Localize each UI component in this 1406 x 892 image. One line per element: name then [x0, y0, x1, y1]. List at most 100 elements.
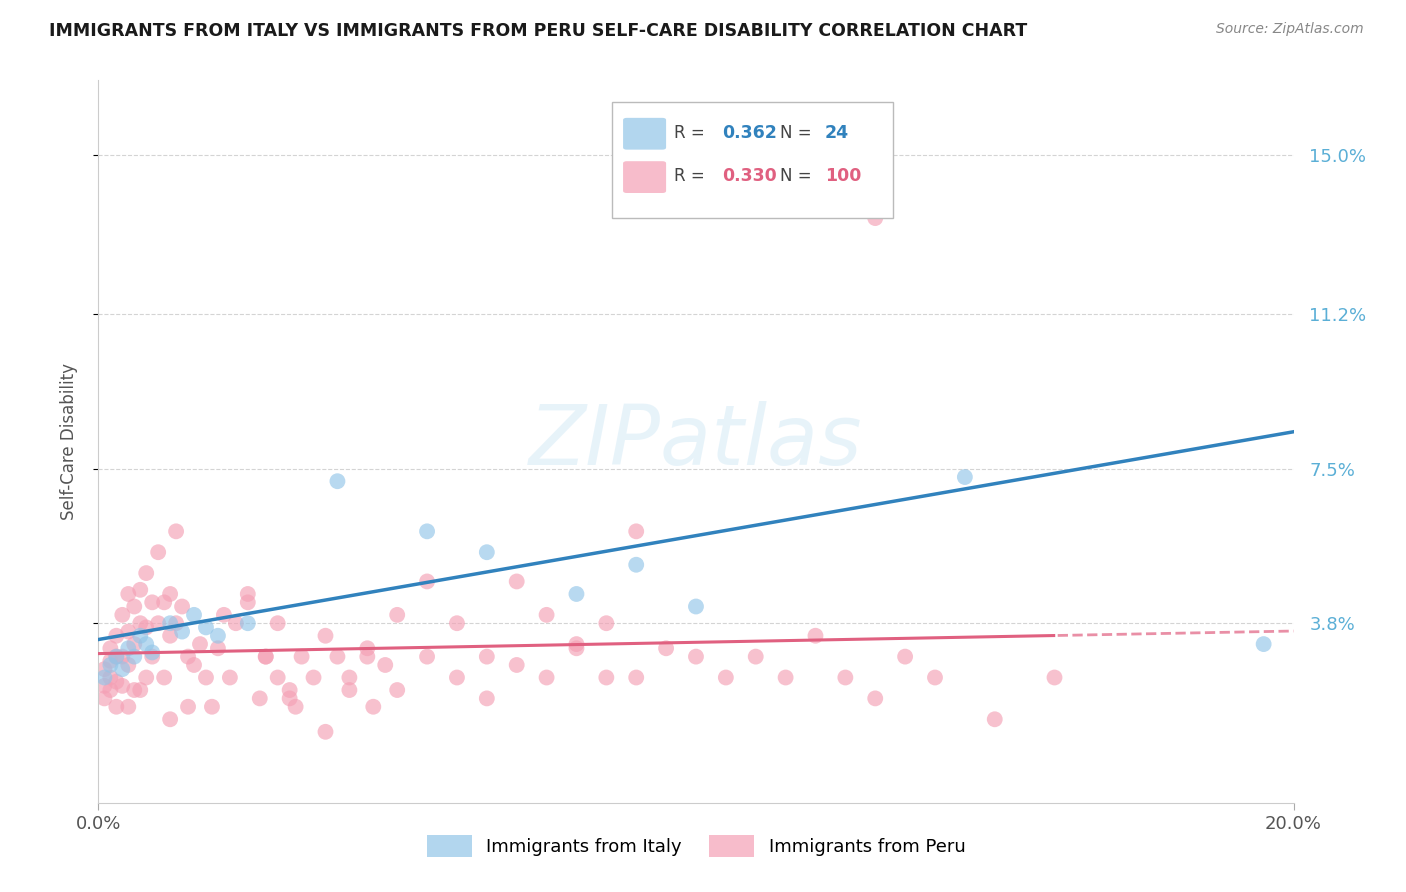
Point [117, 641, 139, 656]
Point [565, 637, 588, 651]
Point [98, 683, 122, 698]
Point [745, 649, 768, 664]
Point [183, 607, 205, 622]
Point [894, 649, 917, 664]
Point [165, 616, 187, 631]
Point [804, 629, 827, 643]
FancyBboxPatch shape [613, 102, 893, 218]
Point [129, 629, 152, 643]
Point [834, 671, 856, 685]
Point [105, 674, 128, 689]
Point [98, 657, 122, 672]
FancyBboxPatch shape [623, 118, 666, 150]
Point [475, 691, 498, 706]
Point [315, 724, 337, 739]
Point [685, 599, 707, 614]
Point [105, 649, 128, 664]
Text: N =: N = [780, 124, 817, 142]
Point [536, 607, 558, 622]
Point [141, 595, 163, 609]
Point [201, 699, 224, 714]
Point [374, 657, 396, 672]
Point [595, 671, 617, 685]
Point [626, 524, 648, 539]
Point [953, 470, 976, 484]
Point [804, 148, 827, 162]
Point [98, 641, 122, 656]
Point [117, 587, 139, 601]
Point [356, 641, 378, 656]
Point [135, 671, 157, 685]
Point [225, 616, 247, 631]
Point [207, 629, 229, 643]
Point [183, 657, 205, 672]
Point [984, 712, 1007, 726]
Point [446, 616, 468, 631]
Point [254, 649, 277, 664]
Point [141, 645, 163, 659]
Point [165, 524, 187, 539]
Point [159, 616, 181, 631]
Point [363, 699, 385, 714]
Point [326, 474, 349, 488]
Point [188, 637, 211, 651]
Point [135, 637, 157, 651]
Point [339, 671, 361, 685]
Point [105, 629, 128, 643]
Point [105, 699, 128, 714]
Point [775, 671, 797, 685]
Point [98, 671, 122, 685]
Point [595, 616, 617, 631]
Point [219, 671, 242, 685]
Point [135, 620, 157, 634]
Text: 0.362: 0.362 [723, 124, 778, 142]
Point [172, 599, 194, 614]
Text: 100: 100 [825, 168, 862, 186]
Point [475, 545, 498, 559]
Point [865, 211, 887, 226]
Point [195, 620, 218, 634]
Point [236, 587, 259, 601]
Point [385, 683, 409, 698]
Point [416, 574, 439, 589]
Point [315, 629, 337, 643]
Point [111, 649, 134, 664]
Point [148, 616, 170, 631]
Text: 24: 24 [825, 124, 849, 142]
Y-axis label: Self-Care Disability: Self-Care Disability [59, 363, 77, 520]
Point [177, 699, 200, 714]
Point [111, 662, 134, 676]
Point [446, 671, 468, 685]
Point [302, 671, 325, 685]
Point [278, 683, 301, 698]
Point [506, 657, 529, 672]
Point [111, 679, 134, 693]
Point [117, 624, 139, 639]
Point [124, 683, 146, 698]
Point [356, 649, 378, 664]
Point [254, 649, 277, 664]
Text: N =: N = [780, 168, 817, 186]
Legend: Immigrants from Italy, Immigrants from Peru: Immigrants from Italy, Immigrants from P… [418, 826, 974, 866]
Text: IMMIGRANTS FROM ITALY VS IMMIGRANTS FROM PERU SELF-CARE DISABILITY CORRELATION C: IMMIGRANTS FROM ITALY VS IMMIGRANTS FROM… [49, 22, 1028, 40]
Point [93, 671, 115, 685]
Point [141, 649, 163, 664]
Point [124, 599, 146, 614]
Point [291, 649, 314, 664]
Point [626, 558, 648, 572]
Point [536, 671, 558, 685]
Point [124, 637, 146, 651]
Point [236, 595, 259, 609]
Point [117, 699, 139, 714]
Point [93, 691, 115, 706]
Point [129, 683, 152, 698]
Point [249, 691, 271, 706]
Point [105, 649, 128, 664]
Point [195, 671, 218, 685]
Point [685, 649, 707, 664]
Point [93, 662, 115, 676]
Point [159, 587, 181, 601]
Point [177, 649, 200, 664]
Point [148, 545, 170, 559]
Point [655, 641, 678, 656]
